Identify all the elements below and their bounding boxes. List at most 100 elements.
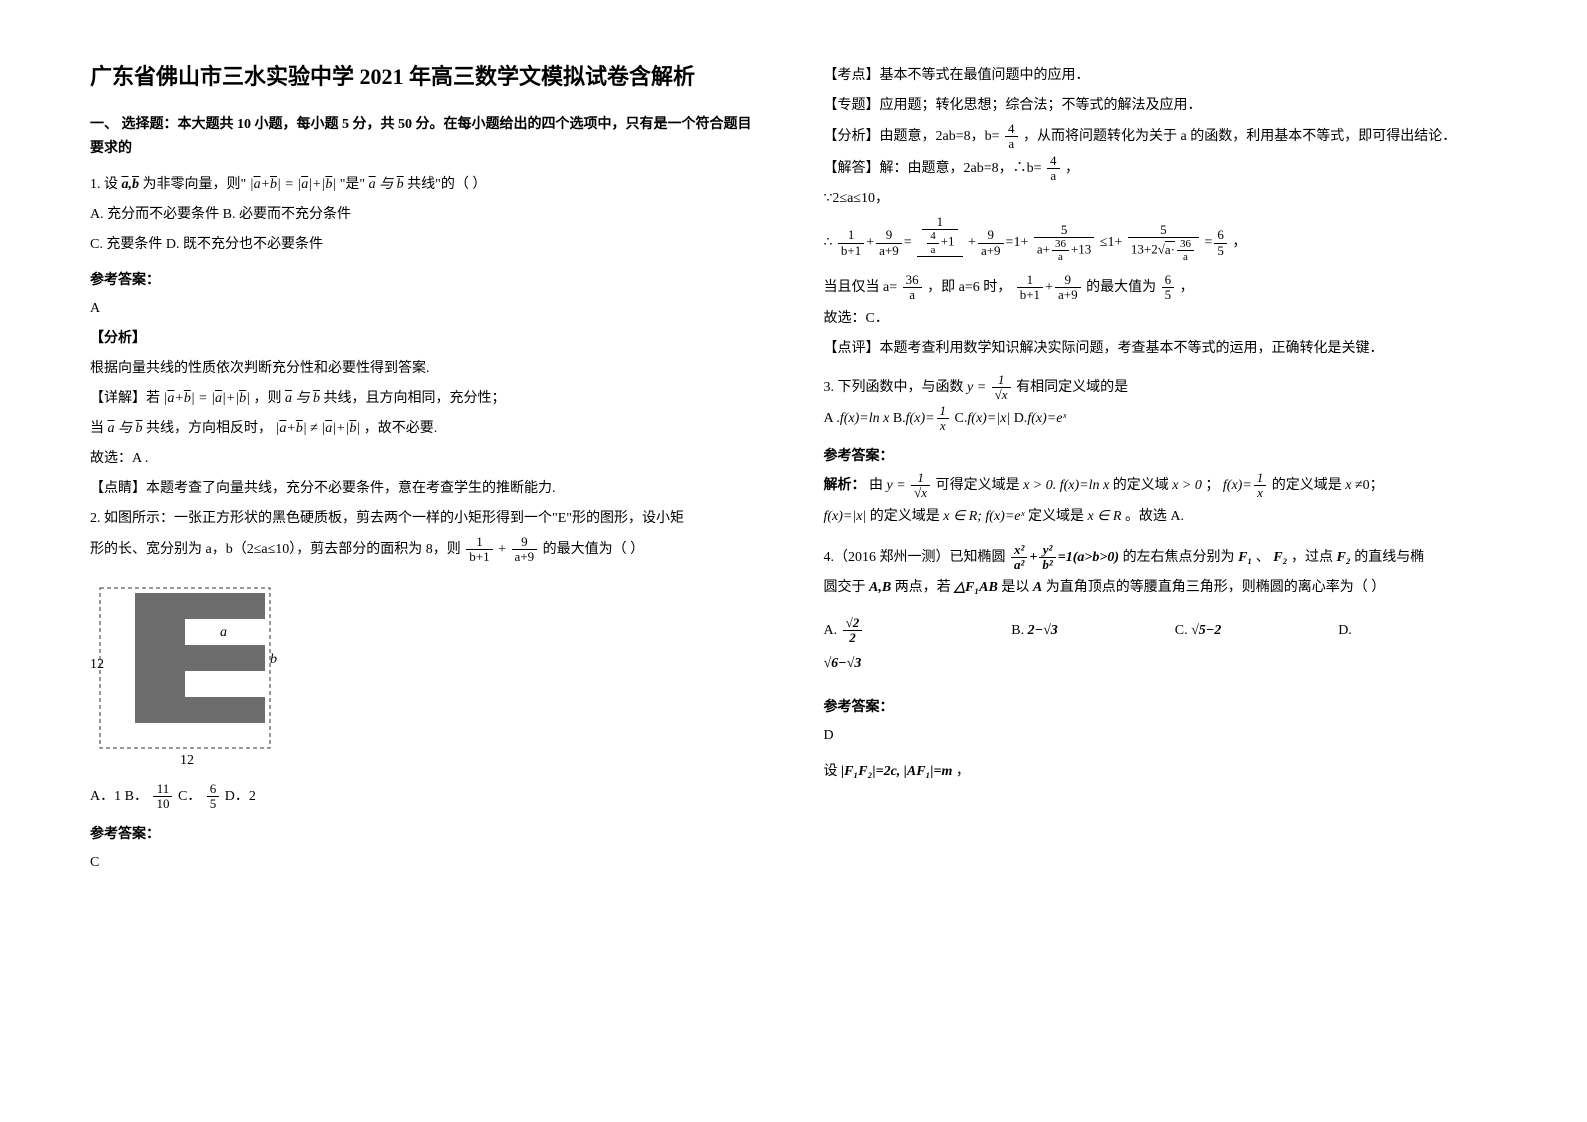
q4-optB: B.	[1011, 623, 1024, 638]
q4-ans-label: 参考答案：	[824, 696, 1498, 716]
q4-optB-val: 2−√3	[1028, 623, 1058, 638]
q1-d2-mid: 共线，方向相反时，	[146, 421, 272, 436]
q1-gx: 故选：A .	[90, 445, 764, 473]
q4-optC: C.	[1175, 623, 1188, 638]
e-frac-3: 14a+1	[917, 215, 962, 271]
q1-d1-post: 共线，且方向相同，充分性；	[323, 391, 505, 406]
q1-fenxi: 根据向量共线的性质依次判断充分性和必要性得到答案.	[90, 355, 764, 383]
vec-ab: a,b	[122, 177, 140, 192]
q3-jx: 解析： 由 y = 1√x 可得定义域是 x > 0. f(x)=ln x 的定…	[824, 471, 1498, 501]
q4-f2b: F₂	[1337, 550, 1351, 565]
q4-set-eq: |F₁F₂|=2c, |AF₁|=m	[841, 764, 952, 779]
q3-optD: D.	[1014, 411, 1028, 426]
q3-jx-fB: f(x)=1x	[1223, 478, 1268, 493]
frac-4-a-1: 4a	[1005, 122, 1018, 152]
q2-stem-2: 形的长、宽分别为 a，b（2≤a≤10），剪去部分的面积为 8，则 1b+1 +…	[90, 535, 764, 565]
q4-optD-val: √6−√3	[824, 656, 862, 671]
q2-jd-post: ，	[1065, 161, 1079, 176]
q2-s2-post: 的最大值为（ ）	[543, 542, 645, 557]
q1-optAB: A. 充分而不必要条件 B. 必要而不充分条件	[90, 201, 764, 229]
exam-page: 广东省佛山市三水实验中学 2021 年高三数学文模拟试卷含解析 一、 选择题：本…	[0, 0, 1587, 939]
q1-eq-lhs: |a+b| = |a|+|b|	[250, 177, 336, 192]
q3-jx-label: 解析：	[824, 478, 866, 493]
q4-s1-pre: 4.（2016 郑州一测）已知椭圆	[824, 550, 1006, 565]
q3-jx-d2: x > 0	[1172, 478, 1202, 493]
q2-diagram: a b 12 12	[90, 578, 764, 768]
q3-jx-y: y = 1√x	[887, 478, 933, 493]
q2-opt-post: D．2	[225, 789, 256, 804]
q3-stem: 3. 下列函数中，与函数 y = 1√x 有相同定义域的是	[824, 373, 1498, 403]
q2-fx-pre: 【分析】由题意，2ab=8，b=	[824, 129, 1000, 144]
q3-ans-label: 参考答案：	[824, 445, 1498, 465]
q3-stem-post: 有相同定义域的是	[1016, 380, 1128, 395]
q1-d1-mid: ，则	[253, 391, 281, 406]
q1-ans-label: 参考答案：	[90, 269, 764, 289]
q1-stem-post: "是"	[340, 177, 365, 192]
label-12-bottom: 12	[180, 753, 194, 768]
q1-d2-pre: 当	[90, 421, 104, 436]
q1-ans: A	[90, 295, 764, 323]
q4-s2-post: 为直角顶点的等腰直角三角形，则椭圆的离心率为（ ）	[1046, 580, 1386, 595]
q1-detail-2: 当 a 与 b 共线，方向相反时， |a+b| ≠ |a|+|b| ，故不必要.	[90, 415, 764, 443]
q4-AB: A,B	[869, 580, 891, 595]
frac-36-a: 36a	[903, 273, 922, 303]
q2-zt: 【专题】应用题；转化思想；综合法；不等式的解法及应用．	[824, 92, 1498, 120]
q3-jx4: 的定义域是	[1272, 478, 1342, 493]
q3-jx-d1: x > 0. f(x)=ln x	[1023, 478, 1109, 493]
e-shape	[135, 593, 265, 723]
q4-optA: A.	[824, 623, 838, 638]
right-column: 【考点】基本不等式在最值问题中的应用． 【专题】应用题；转化思想；综合法；不等式…	[824, 60, 1498, 879]
q4-ellipse: x²a²+y²b²=1(a>b>0)	[1009, 550, 1119, 565]
q2-ans-label: 参考答案：	[90, 823, 764, 843]
q4-s1-mid2: 、	[1256, 550, 1270, 565]
q2-dq-mid: ，即 a=6 时，	[927, 280, 1011, 295]
q1-d1-ab: a 与 b	[285, 391, 320, 406]
q3-jx6: 的定义域是	[870, 509, 940, 524]
q1-detail-1: 【详解】若 |a+b| = |a|+|b| ，则 a 与 b 共线，且方向相同，…	[90, 385, 764, 413]
q1-d2-eq: |a+b| ≠ |a|+|b|	[276, 421, 361, 436]
q4-s2-mid2: 是以	[1001, 580, 1029, 595]
frac-6-5: 65	[207, 782, 220, 812]
e-frac-7: 65	[1214, 228, 1227, 258]
frac-9-a9b: 9a+9	[1055, 273, 1081, 303]
q3-jx-2: f(x)=|x| 的定义域是 x ∈ R; f(x)=eˣ 定义域是 x ∈ R…	[824, 503, 1498, 531]
q4-s1-post: 的直线与椭	[1354, 550, 1424, 565]
q2-fx: 【分析】由题意，2ab=8，b= 4a ，从而将问题转化为关于 a 的函数，利用…	[824, 122, 1498, 152]
q1-stem-end: 共线"的（ ）	[407, 177, 486, 192]
doc-title: 广东省佛山市三水实验中学 2021 年高三数学文模拟试卷含解析	[90, 60, 764, 93]
q2-eq-chain: ∴ 1b+1+9a+9= 14a+1 +9a+9=1+ 5a+36a+13 ≤1…	[824, 215, 1498, 271]
label-12-left: 12	[90, 657, 104, 672]
section-1-header: 一、 选择题：本大题共 10 小题，每小题 5 分，共 50 分。在每小题给出的…	[90, 113, 764, 161]
q3C: f(x)=|x|	[967, 411, 1010, 426]
e-frac-5: 5a+36a+13	[1034, 223, 1094, 263]
q4-optC-val: √5−2	[1191, 623, 1221, 638]
frac-11-10: 1110	[153, 782, 172, 812]
q2-ans: C	[90, 849, 764, 877]
q2-opt-mid: C．	[178, 789, 201, 804]
q3-options: A .f(x)=ln x B.f(x)=1x C.f(x)=|x| D.f(x)…	[824, 404, 1498, 435]
q3-jx-xR2: x ∈ R	[1087, 509, 1124, 524]
q4-ans: D	[824, 722, 1498, 750]
q3-stem-pre: 3. 下列函数中，与函数	[824, 380, 964, 395]
q2-options: A．1 B． 1110 C． 65 D．2	[90, 782, 764, 813]
q4-s2-pre: 圆交于	[824, 580, 866, 595]
q1-stem-mid: 为非零向量，则"	[143, 177, 247, 192]
q4-optD: D.	[1338, 623, 1352, 638]
q4-stem-1: 4.（2016 郑州一测）已知椭圆 x²a²+y²b²=1(a>b>0) 的左右…	[824, 543, 1498, 573]
q2-fx-post: ，从而将问题转化为关于 a 的函数，利用基本不等式，即可得出结论．	[1023, 129, 1456, 144]
q3-jx5: ≠0；	[1355, 478, 1384, 493]
q3-jx8: 。故选 A.	[1125, 509, 1184, 524]
q2-opt-pre: A．1 B．	[90, 789, 148, 804]
q1-dj: 【点睛】本题考查了向量共线，充分不必要条件，意在考查学生的推断能力.	[90, 475, 764, 503]
q4-set: 设 |F₁F₂|=2c, |AF₁|=m ，	[824, 758, 1498, 786]
q1-d1-eq: |a+b| = |a|+|b|	[164, 391, 250, 406]
q3-jx-xR: x ∈ R; f(x)=eˣ	[943, 509, 1024, 524]
q1-stem: 1. 设 a,b 为非零向量，则" |a+b| = |a|+|b| "是" a …	[90, 171, 764, 199]
q3A: f(x)=ln x	[840, 411, 889, 426]
frac-1-b1: 1b+1	[466, 535, 492, 565]
q2-kd: 【考点】基本不等式在最值问题中的应用．	[824, 62, 1498, 90]
q4-options-1: A. √22 B. 2−√3 C. √5−2 D.	[824, 616, 1498, 647]
q2-jd: 【解答】解：由题意，2ab=8，∴b= 4a ，	[824, 154, 1498, 184]
q4-options-2: √6−√3	[824, 649, 1498, 680]
q1-fenxi-label: 【分析】	[90, 325, 764, 353]
